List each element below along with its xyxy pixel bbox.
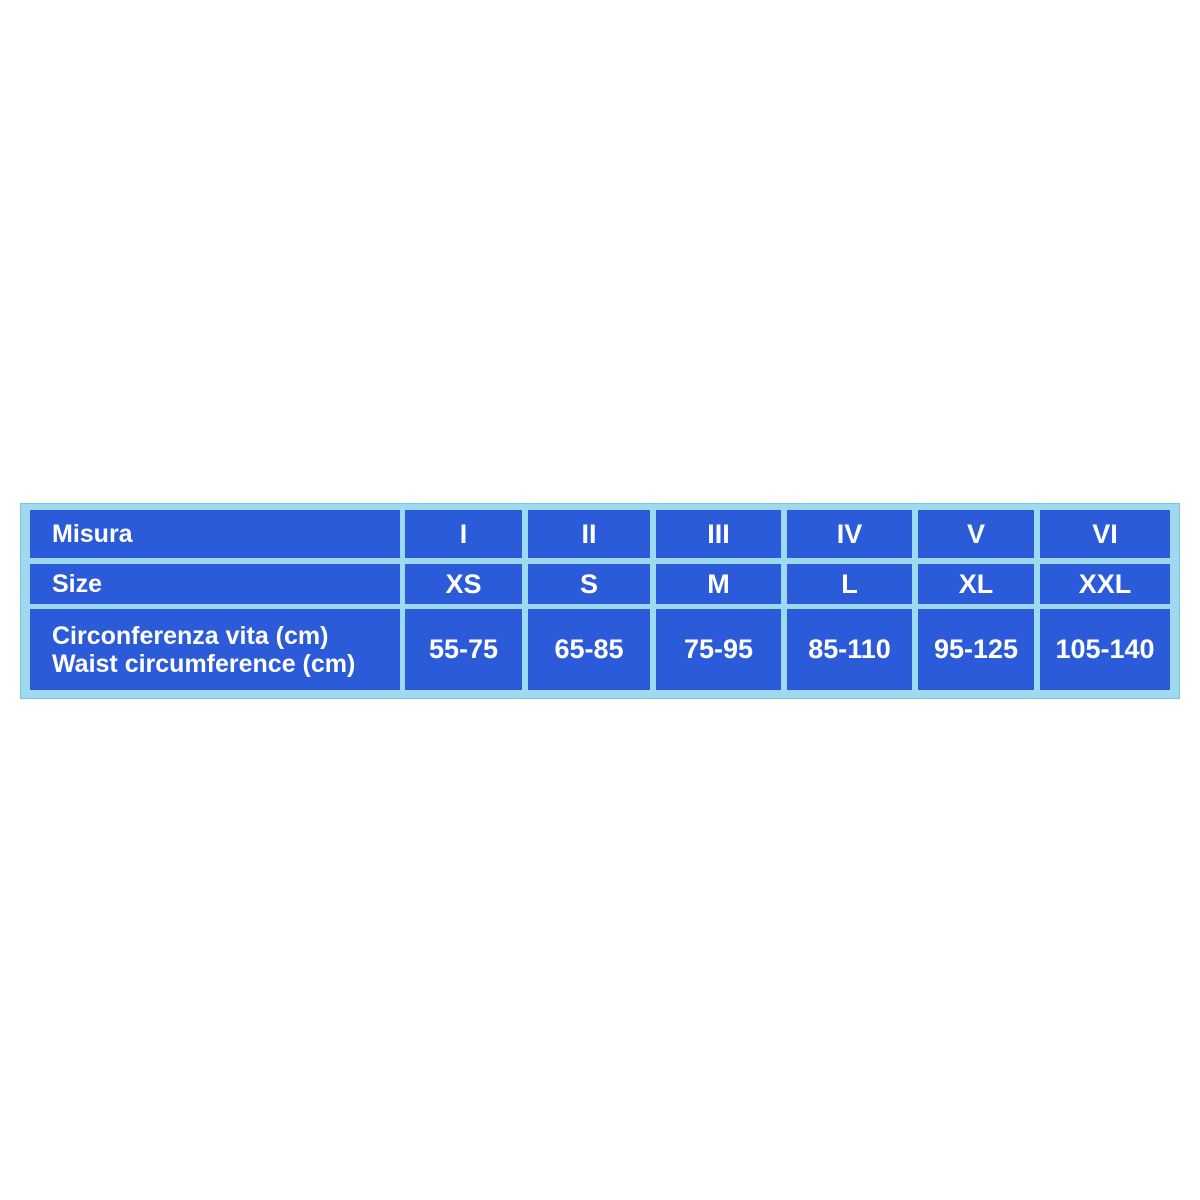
table-cell: 95-125 <box>918 609 1034 690</box>
row-label: Misura <box>30 510 400 558</box>
table-cell: II <box>528 510 650 558</box>
table-cell: I <box>405 510 522 558</box>
table-cell: 85-110 <box>787 609 912 690</box>
table-cell: L <box>787 564 912 604</box>
table-cell: VI <box>1040 510 1170 558</box>
table-cell: XL <box>918 564 1034 604</box>
row-label: Size <box>30 564 400 604</box>
row-label-line: Misura <box>52 520 133 548</box>
row-label: Circonferenza vita (cm) Waist circumferen… <box>30 609 400 690</box>
table-cell: 55-75 <box>405 609 522 690</box>
table-cell: 105-140 <box>1040 609 1170 690</box>
row-label-line: Circonferenza vita (cm) <box>52 621 329 650</box>
table-cell: V <box>918 510 1034 558</box>
table-cell: M <box>656 564 781 604</box>
table-cell: 65-85 <box>528 609 650 690</box>
table-cell: 75-95 <box>656 609 781 690</box>
table-cell: S <box>528 564 650 604</box>
row-label-line: Size <box>52 570 103 598</box>
table-cell: XS <box>405 564 522 604</box>
table-cell: IV <box>787 510 912 558</box>
row-label-line: Waist circumference (cm) <box>52 649 356 678</box>
table-cell: III <box>656 510 781 558</box>
table-cell: XXL <box>1040 564 1170 604</box>
